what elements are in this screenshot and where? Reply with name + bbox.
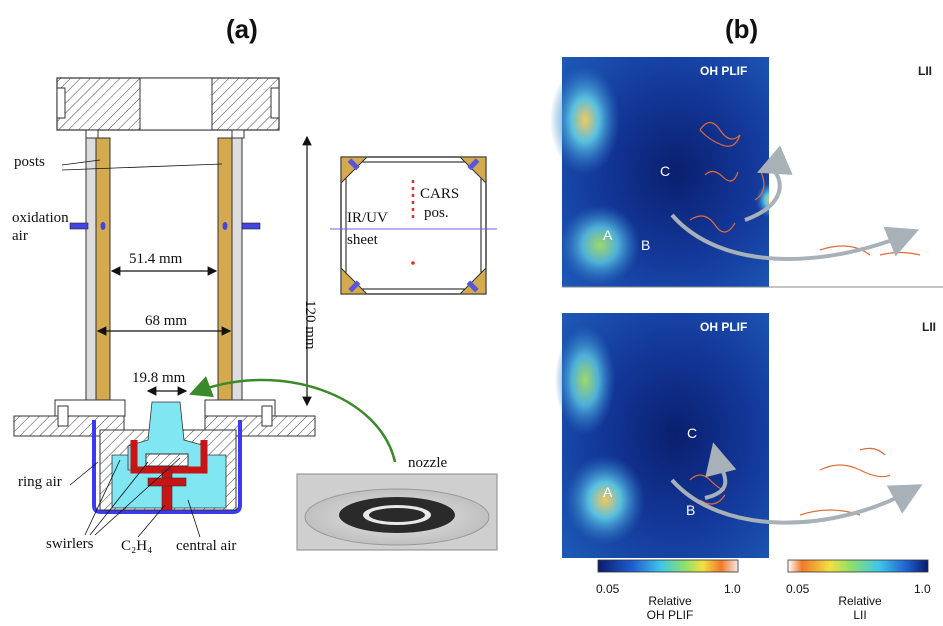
- panel-a-label: (a): [226, 14, 258, 44]
- colorbar-ohplif: [597, 559, 739, 573]
- oxidation-air-label-1: oxidation: [12, 210, 69, 226]
- colorbar-ohplif-min: 0.05: [596, 582, 620, 596]
- colorbar-lii-min: 0.05: [786, 582, 810, 596]
- oxidation-air-label-2: air: [12, 228, 28, 244]
- inset-sheet-label-2: sheet: [347, 232, 378, 248]
- colorbar-lii-title: Relative LII: [830, 594, 890, 623]
- colorbar-lii-title-1: Relative: [838, 594, 882, 608]
- swirlers-label: swirlers: [46, 536, 94, 552]
- colorbar-lii-title-2: LII: [853, 608, 867, 623]
- inset-sheet-label-1: IR/UV: [347, 210, 388, 226]
- colorbar-lii-max: 1.0: [914, 582, 931, 596]
- bottom-ohplif-tag: OH PLIF: [700, 320, 748, 334]
- bottom-lii-tag: LII: [922, 320, 936, 334]
- dim-nozzle-label: 19.8 mm: [132, 370, 186, 386]
- plif-lii-image-top: [550, 57, 943, 288]
- fuel-label: C₂H₄: [121, 538, 153, 554]
- central-air-label: central air: [176, 538, 237, 554]
- top-lii-tag: LII: [918, 64, 932, 78]
- colorbar-ohplif-title-2: OH PLIF: [646, 608, 694, 623]
- inset-cars-label-1: CARS: [420, 186, 460, 202]
- dim-outer-label: 68 mm: [145, 313, 188, 329]
- nozzle-photo: [296, 473, 498, 551]
- inset-cars-label-2: pos.: [424, 205, 449, 221]
- right-post: [217, 137, 233, 409]
- colorbar-ohplif-title-1: Relative: [648, 594, 692, 608]
- ring-air-channel: [92, 420, 242, 514]
- top-region-a: A: [603, 227, 613, 243]
- oxidation-air-inlet-right: [241, 222, 261, 230]
- nozzle-label: nozzle: [408, 455, 448, 471]
- top-region-b: B: [641, 237, 651, 253]
- inset-cross-section: [330, 156, 497, 295]
- left-post: [95, 137, 111, 409]
- nozzle-pointer-arrow: [188, 376, 397, 463]
- right-wall: [231, 137, 243, 409]
- posts-label: posts: [14, 154, 45, 170]
- colorbar-ohplif-title: Relative OH PLIF: [640, 594, 700, 623]
- plif-lii-image-bottom: [555, 313, 943, 558]
- bottom-region-a: A: [603, 484, 613, 500]
- colorbar-lii: [787, 559, 929, 573]
- combustor-schematic: [13, 77, 316, 538]
- ring-air-label: ring air: [18, 474, 62, 490]
- colorbar-ohplif-max: 1.0: [724, 582, 741, 596]
- top-region-c: C: [660, 163, 671, 179]
- top-ohplif-tag: OH PLIF: [700, 64, 748, 78]
- oxidation-air-inlet-left: [69, 222, 89, 230]
- left-wall: [85, 137, 97, 409]
- bottom-region-b: B: [686, 502, 696, 518]
- dim-inner-label: 51.4 mm: [129, 251, 183, 267]
- panel-b-label: (b): [725, 14, 759, 44]
- dim-height-label: 120 mm: [302, 300, 318, 350]
- bottom-region-c: C: [687, 425, 698, 441]
